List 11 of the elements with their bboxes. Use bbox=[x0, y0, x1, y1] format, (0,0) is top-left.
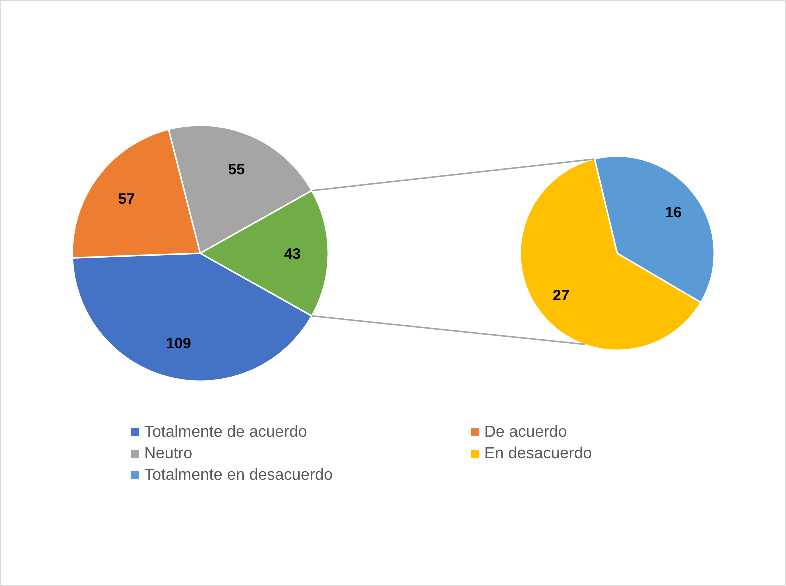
legend-label: Totalmente de acuerdo bbox=[144, 424, 308, 441]
legend-label: De acuerdo bbox=[484, 424, 568, 441]
legend-label: Totalmente en desacuerdo bbox=[144, 467, 334, 484]
data-label: 55 bbox=[228, 161, 246, 178]
data-label: 16 bbox=[665, 204, 682, 222]
data-label: 57 bbox=[118, 190, 136, 208]
legend-label: En desacuerdo bbox=[484, 446, 592, 462]
data-label: 27 bbox=[553, 288, 570, 305]
legend-label: Neutro bbox=[144, 446, 193, 462]
data-label: 109 bbox=[166, 336, 192, 353]
data-label: 43 bbox=[284, 246, 302, 263]
